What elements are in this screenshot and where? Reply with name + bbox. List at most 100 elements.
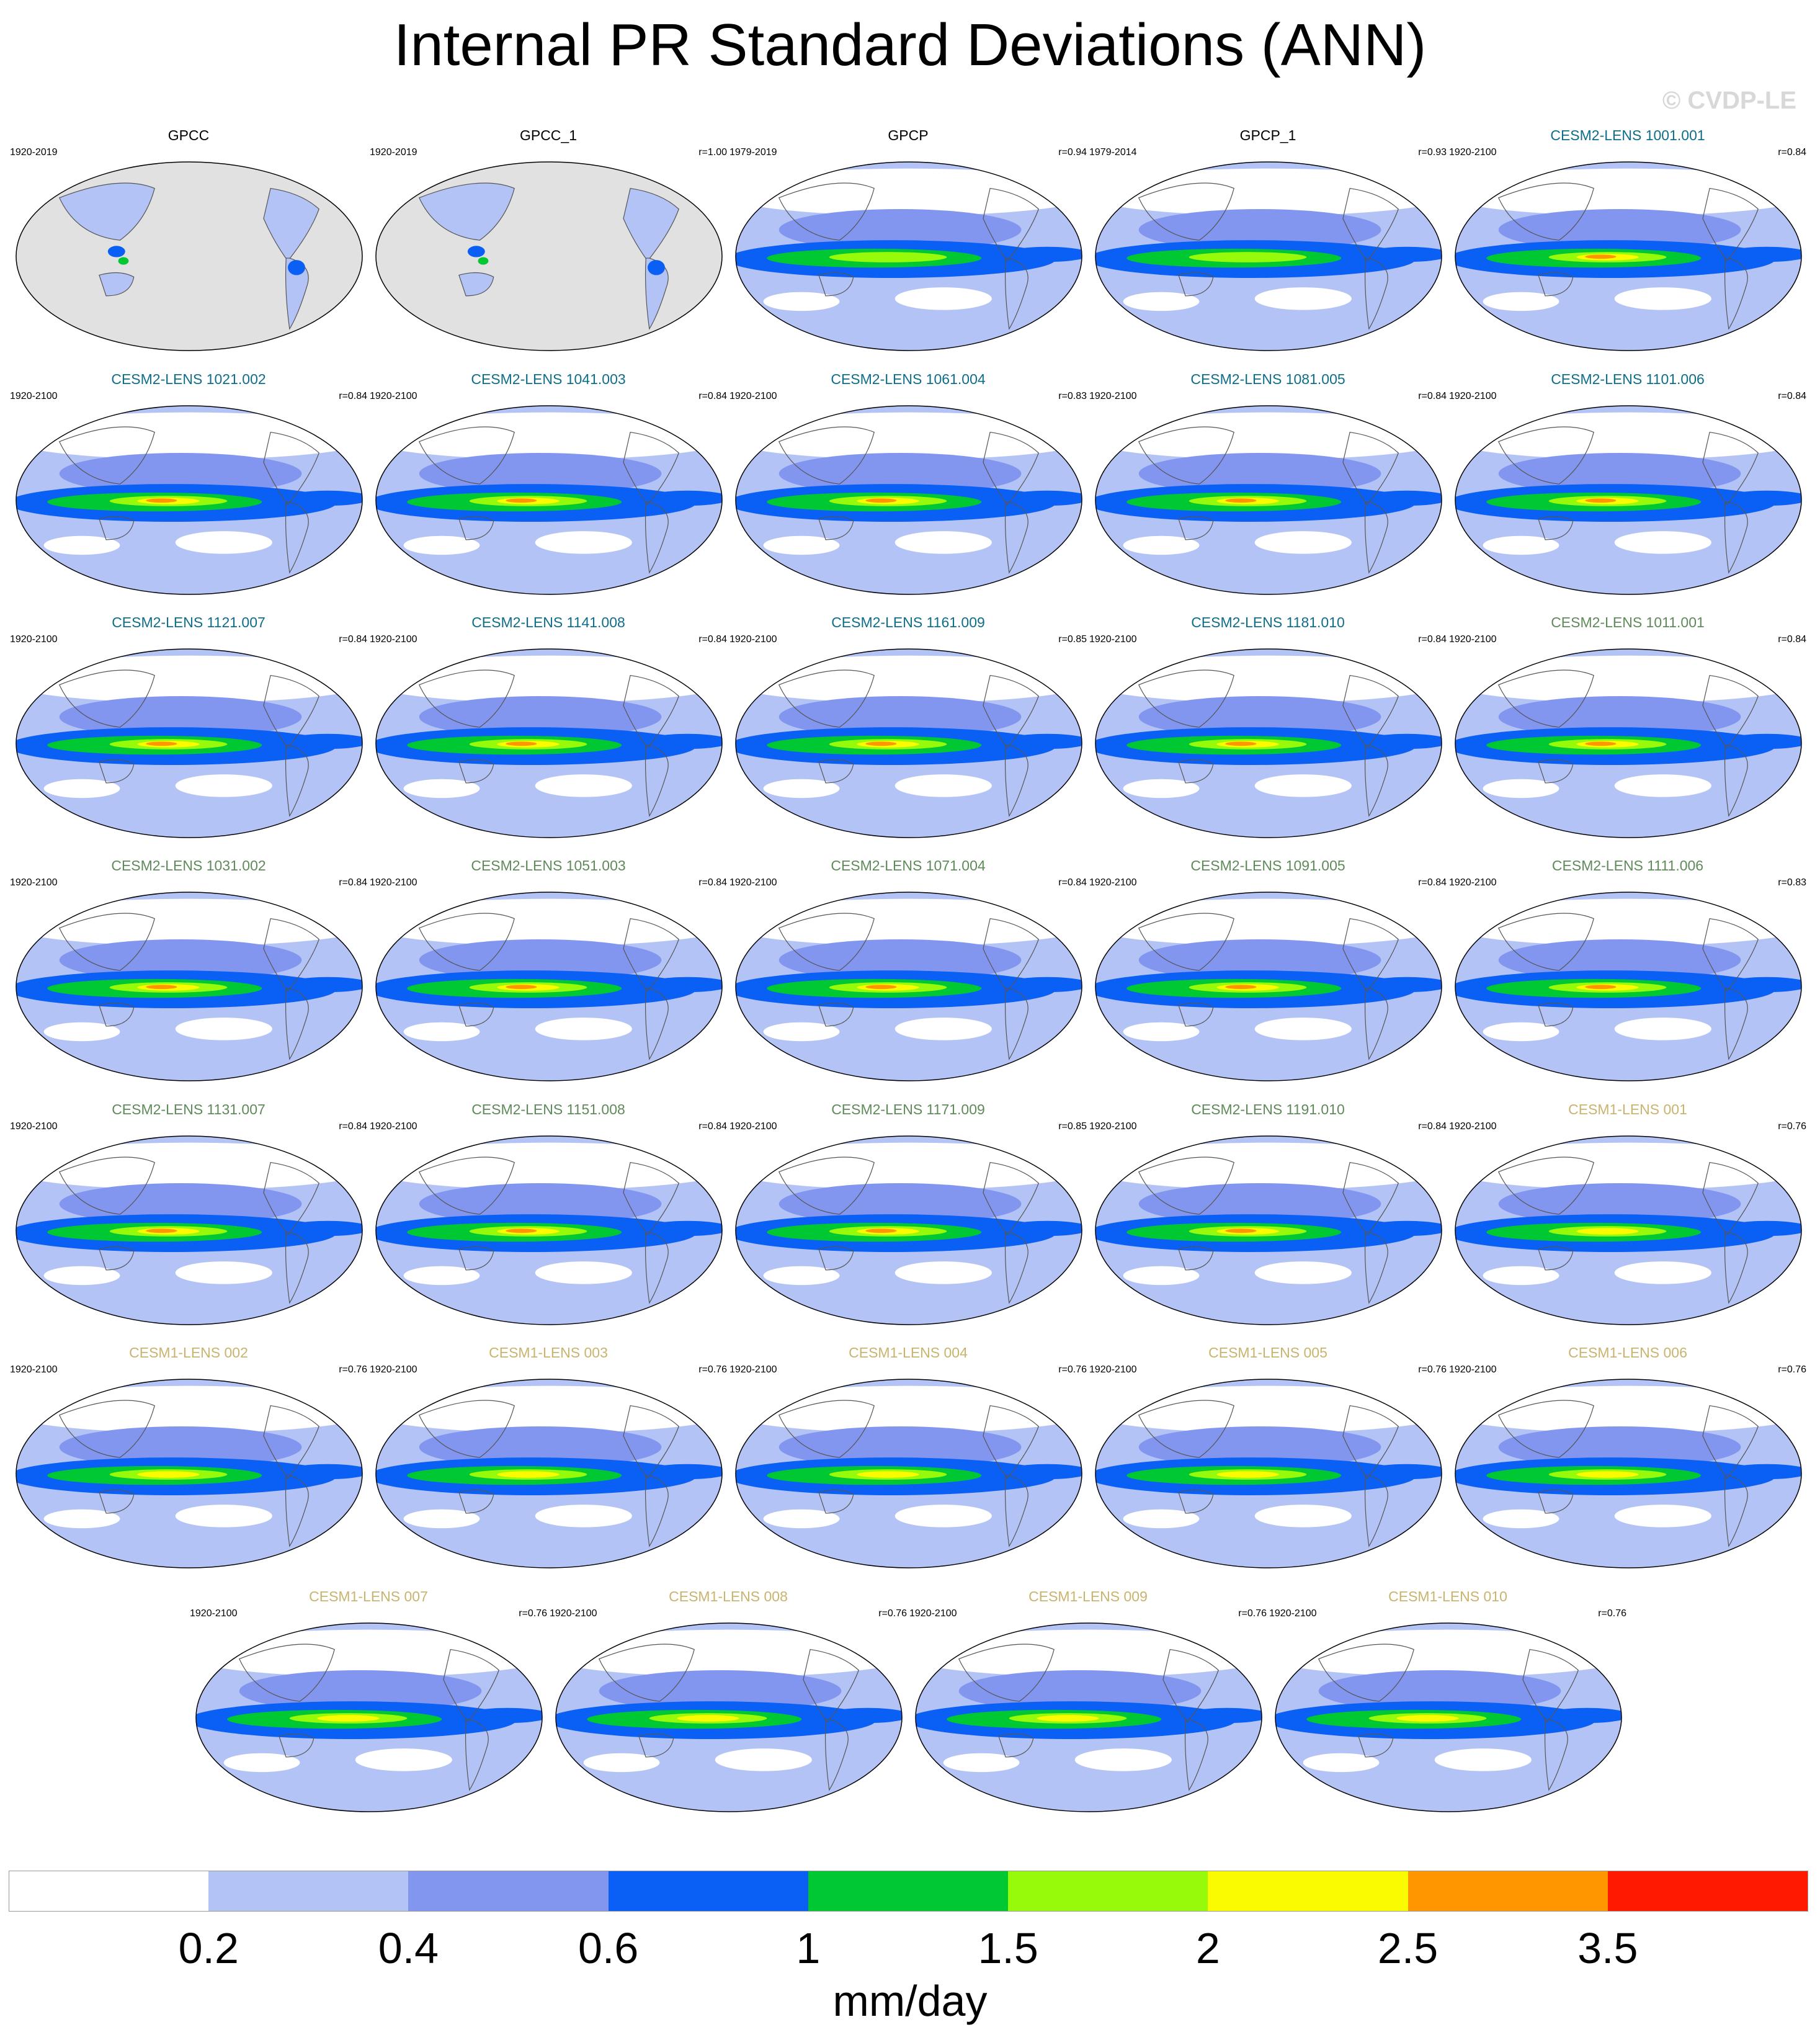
precip-contour [1254,531,1352,554]
panel-title: GPCC_1 [519,127,578,143]
map-border [1455,892,1802,1081]
continent-outline [1364,988,1388,1060]
continent-outline [1342,918,1399,992]
map-border [16,892,363,1081]
panel-pattern-correlation: r=0.84 [1418,634,1447,645]
precip-contour [916,1772,1262,1810]
map-border [1455,405,1802,595]
robinson-map [1455,405,1802,595]
precip-contour [1123,779,1200,799]
precip-contour [1455,311,1801,349]
continent-outline [1497,669,1594,728]
map-panel: CESM2-LENS 1061.004 1920-2100 r=0.83 [728,371,1088,613]
precip-contour [1614,1018,1711,1040]
panel-title: CESM2-LENS 1171.009 [831,1101,985,1117]
map-panel: CESM1-LENS 006 1920-2100 r=0.76 [1448,1344,1808,1586]
missing-ocean-area [16,162,362,351]
map-panel: CESM2-LENS 1121.007 1920-2100 r=0.84 [9,614,368,856]
precip-contour [376,655,722,703]
precip-contour [736,1142,1082,1190]
panel-pattern-correlation: r=0.76 [1238,1608,1267,1619]
precip-contour [736,168,1082,216]
continent-outline [623,187,679,262]
continent-outline [1538,272,1574,297]
panel-years: 1920-2100 [190,1608,238,1619]
precip-contour [1004,733,1082,749]
continent-outline [458,1002,494,1027]
map-border [1455,1379,1802,1568]
continent-outline [1138,182,1234,241]
robinson-map [1455,892,1802,1081]
robinson-map [16,648,363,838]
map-panel: CESM1-LENS 008 1920-2100 r=0.76 [548,1588,908,1830]
continent-outline [1178,1489,1214,1514]
continent-outline [1522,1649,1579,1723]
panel-pattern-correlation: r=0.85 [1058,634,1087,645]
panel-title: CESM2-LENS 1081.005 [1190,371,1345,387]
figure-title: Internal PR Standard Deviations (ANN) [393,12,1427,78]
precip-contour [1363,1220,1442,1237]
panel-pattern-correlation: r=0.76 [1778,1121,1806,1132]
precip-contour [1004,246,1082,262]
map-panel: CESM2-LENS 1151.008 1920-2100 r=0.84 [368,1101,728,1343]
continent-outline [778,669,875,728]
continent-outline [418,182,515,241]
continent-outline [824,1719,849,1791]
continent-outline [1004,745,1028,817]
panel-title: CESM1-LENS 002 [129,1344,248,1361]
continent-outline [778,182,875,241]
precip-contour [1543,1707,1621,1724]
panel-years: 1920-2100 [1089,391,1137,401]
precip-contour [1095,1385,1442,1433]
continent-outline [1138,1400,1234,1458]
colorbar-tick-label: 2.5 [1377,1924,1439,1972]
precip-contour [736,1385,1082,1433]
panel-title: CESM2-LENS 1001.001 [1550,127,1705,143]
map-border [1095,892,1442,1081]
continent-outline [1544,1719,1568,1791]
colorbar-swatch [608,1871,809,1912]
panel-years: 1920-2100 [1449,1364,1497,1375]
robinson-map [1095,161,1442,351]
map-panel: CESM2-LENS 1111.006 1920-2100 r=0.83 [1448,857,1808,1099]
precip-contour [146,741,177,746]
robinson-map [16,892,363,1081]
precip-contour [1184,1707,1262,1724]
precip-contour [829,252,947,262]
panel-title: CESM2-LENS 1141.008 [471,614,625,630]
map-panel: CESM2-LENS 1171.009 1920-2100 r=0.85 [728,1101,1088,1343]
panel-title: CESM2-LENS 1021.002 [111,371,266,387]
precip-contour [376,1142,722,1190]
continent-outline [645,501,669,574]
continent-outline [1318,1644,1414,1702]
precip-contour [535,1261,632,1284]
continent-outline [1497,1400,1594,1458]
precip-contour [376,798,722,836]
precip-contour [146,1228,177,1233]
continent-outline [443,1649,499,1723]
panel-years: 1920-2100 [729,634,777,645]
precip-contour [1614,531,1711,554]
precip-contour [857,1471,919,1478]
precip-contour [1254,287,1352,310]
continent-outline [645,988,669,1060]
precip-contour [1455,1142,1801,1190]
precip-contour [196,1772,542,1810]
continent-outline [623,431,679,506]
precip-contour [16,1041,362,1079]
continent-outline [1138,913,1234,971]
robinson-map [555,1622,903,1812]
continent-outline [99,759,135,784]
map-panel: CESM1-LENS 004 1920-2100 r=0.76 [728,1344,1088,1586]
precip-contour [16,555,362,593]
continent-outline [263,918,319,992]
precip-contour [1254,1018,1352,1040]
map-border [1095,405,1442,595]
robinson-map [735,405,1082,595]
panel-years: 1920-2100 [370,1364,417,1375]
precip-contour [644,977,722,993]
panel-title: CESM2-LENS 1111.006 [1551,857,1704,874]
precip-contour [763,1022,840,1042]
panel-title: CESM2-LENS 1121.007 [112,614,265,630]
panel-years: 1920-2100 [1089,877,1137,888]
